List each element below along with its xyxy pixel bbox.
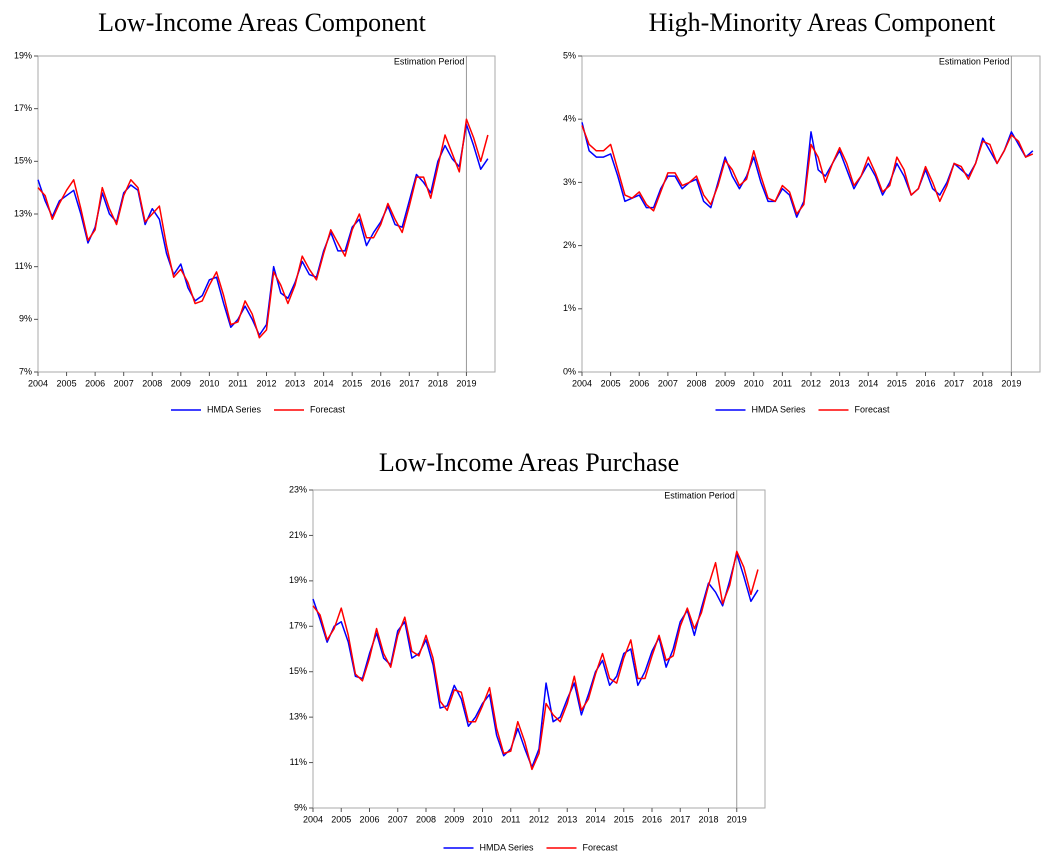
x-tick-label: 2016 [915, 378, 935, 388]
y-tick-label: 13% [289, 712, 307, 722]
x-tick-label: 2017 [399, 378, 419, 388]
series-line [581, 125, 1034, 215]
y-tick-label: 21% [289, 530, 307, 540]
x-tick-label: 2004 [303, 814, 323, 824]
x-tick-label: 2009 [715, 378, 735, 388]
x-tick-label: 2016 [371, 378, 391, 388]
series-line [581, 122, 1034, 218]
x-tick-label: 2012 [256, 378, 276, 388]
x-tick-label: 2005 [601, 378, 621, 388]
x-tick-label: 2006 [359, 814, 379, 824]
x-tick-label: 2015 [614, 814, 634, 824]
y-tick-label: 15% [289, 666, 307, 676]
x-tick-label: 2007 [388, 814, 408, 824]
x-tick-label: 2017 [944, 378, 964, 388]
chart-title: Low-Income Areas Purchase [379, 448, 679, 477]
x-tick-label: 2006 [85, 378, 105, 388]
y-tick-label: 1% [563, 303, 576, 313]
x-tick-label: 2008 [686, 378, 706, 388]
legend-label: HMDA Series [207, 404, 262, 414]
y-tick-label: 3% [563, 177, 576, 187]
y-tick-label: 7% [19, 366, 32, 376]
x-tick-label: 2018 [973, 378, 993, 388]
chart-title: High-Minority Areas Component [649, 8, 996, 37]
series-line [312, 552, 759, 768]
x-tick-label: 2011 [501, 814, 520, 824]
x-tick-label: 2016 [642, 814, 662, 824]
y-tick-label: 0% [563, 366, 576, 376]
y-tick-label: 5% [563, 50, 576, 60]
x-tick-label: 2007 [658, 378, 678, 388]
y-tick-label: 17% [289, 621, 307, 631]
y-tick-label: 2% [563, 240, 576, 250]
reference-label: Estimation Period [664, 490, 735, 500]
y-tick-label: 15% [14, 156, 32, 166]
reference-label: Estimation Period [394, 56, 465, 66]
x-tick-label: 2011 [228, 378, 247, 388]
x-tick-label: 2012 [529, 814, 549, 824]
y-tick-label: 19% [289, 575, 307, 585]
series-line [312, 550, 759, 771]
x-tick-label: 2014 [314, 378, 334, 388]
x-tick-label: 2011 [773, 378, 792, 388]
x-tick-label: 2009 [171, 378, 191, 388]
x-tick-label: 2007 [114, 378, 134, 388]
x-tick-label: 2005 [57, 378, 77, 388]
x-tick-label: 2010 [744, 378, 764, 388]
x-tick-label: 2015 [887, 378, 907, 388]
x-tick-label: 2013 [830, 378, 850, 388]
y-tick-label: 4% [563, 114, 576, 124]
x-tick-label: 2014 [585, 814, 605, 824]
x-tick-label: 2014 [858, 378, 878, 388]
x-tick-label: 2013 [285, 378, 305, 388]
x-tick-label: 2013 [557, 814, 577, 824]
y-tick-label: 19% [14, 50, 32, 60]
chart-title: Low-Income Areas Component [98, 8, 427, 37]
y-tick-label: 11% [290, 757, 307, 767]
x-tick-label: 2009 [444, 814, 464, 824]
reference-label: Estimation Period [939, 56, 1010, 66]
y-tick-label: 17% [14, 103, 32, 113]
legend-label: HMDA Series [752, 404, 807, 414]
legend-label: Forecast [855, 404, 891, 414]
series-line [37, 123, 489, 336]
y-tick-label: 23% [289, 484, 307, 494]
x-tick-label: 2010 [472, 814, 492, 824]
legend-label: Forecast [310, 404, 346, 414]
x-tick-label: 2019 [727, 814, 747, 824]
x-tick-label: 2018 [428, 378, 448, 388]
y-tick-label: 11% [15, 261, 32, 271]
x-tick-label: 2006 [629, 378, 649, 388]
x-tick-label: 2004 [28, 378, 48, 388]
legend-label: Forecast [583, 842, 619, 852]
x-tick-label: 2010 [199, 378, 219, 388]
y-tick-label: 9% [19, 314, 32, 324]
x-tick-label: 2004 [572, 378, 592, 388]
y-tick-label: 13% [14, 208, 32, 218]
x-tick-label: 2017 [670, 814, 690, 824]
x-tick-label: 2008 [416, 814, 436, 824]
x-tick-label: 2012 [801, 378, 821, 388]
x-tick-label: 2005 [331, 814, 351, 824]
x-tick-label: 2019 [1001, 378, 1021, 388]
series-line [37, 118, 489, 339]
plot-frame [581, 55, 1041, 373]
y-tick-label: 9% [294, 802, 307, 812]
x-tick-label: 2015 [342, 378, 362, 388]
legend-label: HMDA Series [480, 842, 535, 852]
x-tick-label: 2018 [698, 814, 718, 824]
x-tick-label: 2019 [456, 378, 476, 388]
x-tick-label: 2008 [142, 378, 162, 388]
